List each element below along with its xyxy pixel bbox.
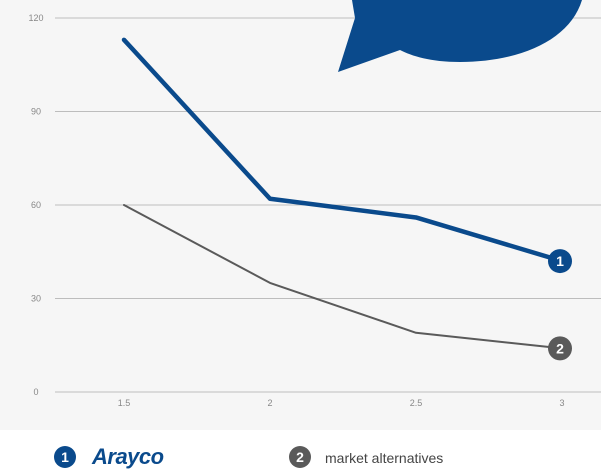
speech-bubble-decoration	[338, 0, 582, 72]
x-tick-label: 2.5	[410, 398, 423, 408]
x-tick-label: 2	[267, 398, 272, 408]
series-marker-label: 2	[556, 340, 564, 356]
y-tick-label: 30	[31, 294, 41, 304]
legend-label-market-alternatives: market alternatives	[325, 450, 444, 466]
series-marker-label: 1	[556, 253, 564, 269]
x-tick-label: 3	[559, 398, 564, 408]
series-marker-2	[548, 336, 572, 361]
series-end-markers: 12	[548, 249, 572, 361]
y-axis-ticks: 0 30 60 90 120	[28, 13, 43, 397]
legend-badge-1: 1	[54, 446, 76, 468]
y-tick-label: 120	[28, 13, 43, 23]
y-tick-label: 0	[33, 387, 38, 397]
y-tick-label: 60	[31, 200, 41, 210]
x-axis-ticks: 1.5 2 2.5 3	[118, 398, 565, 408]
legend: 1 Arayco 2 market alternatives	[0, 430, 601, 470]
y-tick-label: 90	[31, 107, 41, 117]
x-tick-label: 1.5	[118, 398, 131, 408]
series-line-1	[121, 37, 565, 264]
series-lines	[121, 37, 565, 350]
arayco-logo: Arayco	[92, 444, 164, 469]
speech-bubble-shape	[338, 0, 582, 72]
series-line-2	[123, 204, 563, 350]
series-marker-1	[548, 249, 572, 274]
legend-badge-2: 2	[289, 446, 311, 468]
